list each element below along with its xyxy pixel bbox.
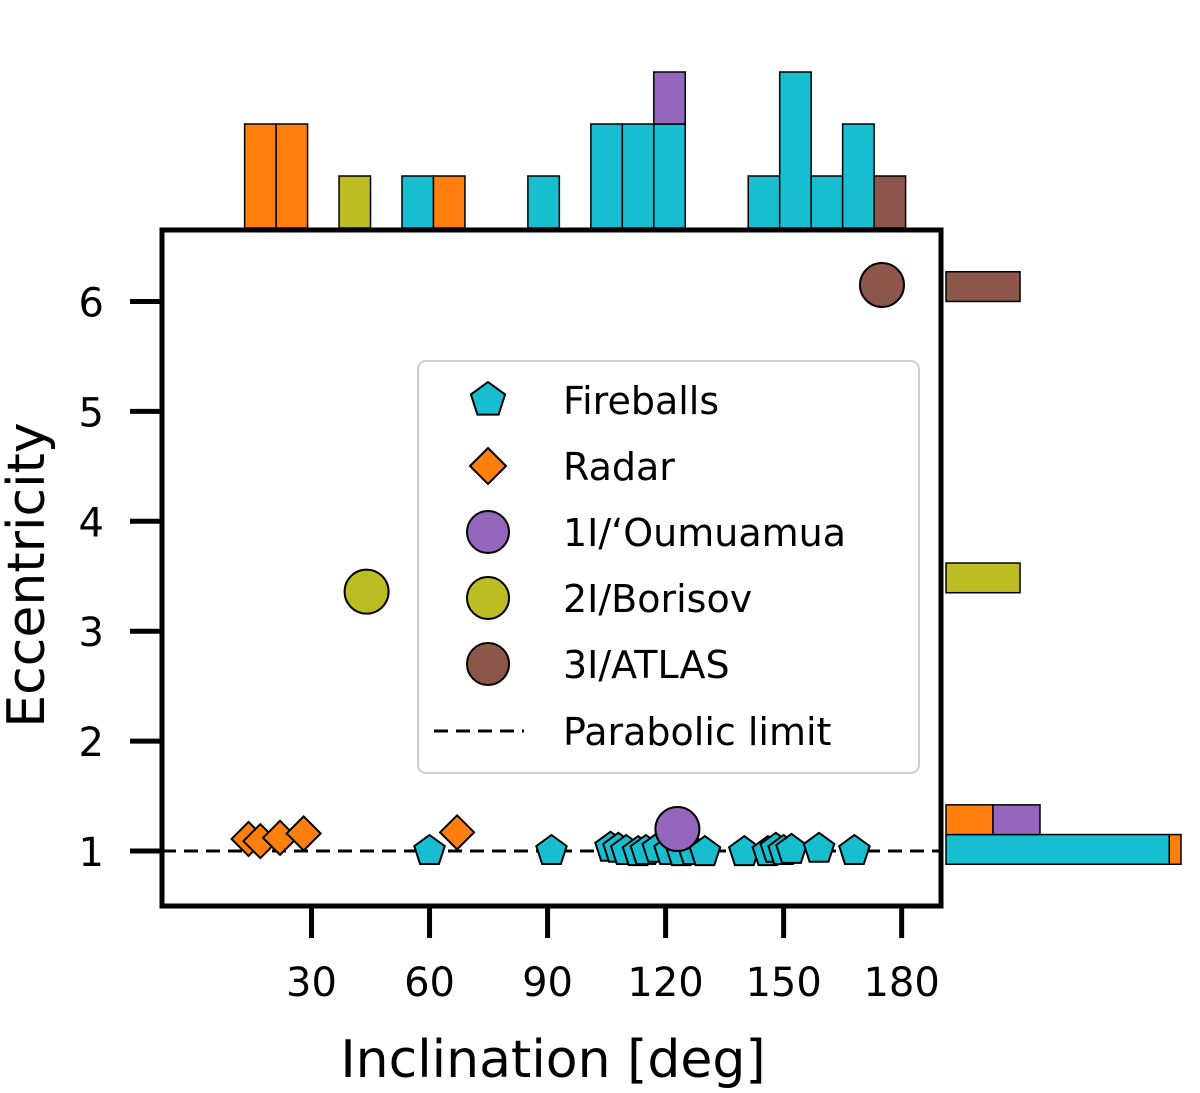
inclination-bar-0-radar	[243, 123, 277, 229]
inclination-bar-3-fireballs	[401, 175, 435, 229]
legend-fireballs-label: Fireballs	[563, 379, 719, 423]
inclination-bar-13-atlas	[873, 175, 907, 229]
legend-box	[417, 360, 920, 774]
inclination-bar-2-borisov	[338, 175, 372, 229]
x-tick-label-60: 60	[404, 960, 455, 1006]
y-tick-label-3: 3	[79, 610, 104, 656]
legend: Fireballs Radar 1I/‘Oumuamua 2I/Borisov …	[417, 360, 920, 774]
eccentricity-bar-1-oumuamua	[992, 804, 1041, 836]
legend-borisov-label: 2I/Borisov	[563, 577, 752, 621]
x-tick-label-150: 150	[745, 960, 821, 1006]
legend-parabolic-label: Parabolic limit	[563, 710, 831, 754]
fireballs-point-0	[413, 833, 446, 865]
eccentricity-bar-0-fireballs	[945, 833, 1170, 865]
inclination-bar-10-fireballs	[778, 71, 812, 229]
borisov-point-0	[343, 568, 390, 615]
eccentricity-histogram	[945, 271, 1182, 865]
y-axis-label: Eccentricity	[0, 422, 57, 727]
x-tick-label-180: 180	[863, 960, 939, 1006]
y-tick-label-4: 4	[79, 500, 104, 546]
inclination-bar-4-radar	[432, 175, 466, 229]
fireballs-point-1	[535, 833, 568, 865]
legend-radar-label: Radar	[563, 445, 675, 489]
inclination-bar-8-fireballs	[653, 123, 687, 229]
oumuamua-point-0	[654, 806, 701, 853]
inclination-bar-12-fireballs	[841, 123, 875, 229]
legend-oumuamua-label: 1I/‘Oumuamua	[563, 511, 846, 555]
atlas-point-0	[858, 261, 905, 308]
eccentricity-bar-2-borisov	[945, 562, 1021, 594]
legend-atlas-label: 3I/ATLAS	[563, 643, 730, 687]
eccentricity-bar-0-radar	[1168, 833, 1182, 865]
y-tick-label-1: 1	[79, 830, 104, 876]
legend-radar-marker	[468, 446, 508, 486]
x-axis-label: Inclination [deg]	[340, 1030, 765, 1090]
fireballs-point-17	[802, 831, 836, 863]
radar-point-4	[438, 813, 476, 851]
inclination-bar-11-fireballs	[810, 175, 844, 229]
y-tick-label-6: 6	[79, 280, 104, 326]
x-axis-ticks: 30 60 90 120 150 180	[286, 908, 940, 1006]
legend-oumuamua-marker	[466, 510, 510, 554]
eccentricity-bar-3-atlas	[945, 271, 1021, 303]
legend-atlas-marker	[466, 642, 510, 686]
x-tick-label-30: 30	[286, 960, 337, 1006]
inclination-bar-7-fireballs	[621, 123, 655, 229]
y-tick-label-5: 5	[79, 390, 104, 436]
inclination-bar-9-fireballs	[747, 175, 781, 229]
axes-frame	[159, 227, 944, 909]
inclination-bar-1-radar	[275, 123, 309, 229]
legend-fireballs-marker	[469, 380, 507, 416]
y-tick-label-2: 2	[79, 720, 104, 766]
radar-point-3	[285, 815, 323, 852]
data-points	[230, 261, 905, 867]
inclination-bar-8-oumuamua	[653, 71, 687, 125]
inclination-bar-5-fireballs	[527, 175, 561, 229]
inclination-histogram	[243, 71, 907, 229]
legend-borisov-marker	[466, 576, 510, 620]
y-axis-ticks: 1 2 3 4 5 6	[79, 280, 160, 876]
fireballs-point-18	[838, 833, 871, 865]
eccentricity-bar-1-radar	[945, 804, 994, 836]
inclination-bar-6-fireballs	[590, 123, 624, 229]
x-tick-label-90: 90	[522, 960, 573, 1006]
x-tick-label-120: 120	[627, 960, 703, 1006]
